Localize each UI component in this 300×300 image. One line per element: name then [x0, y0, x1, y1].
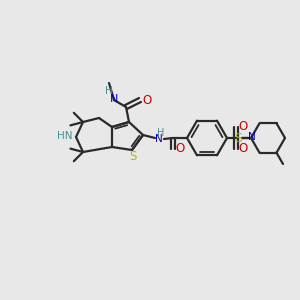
Text: N: N [110, 94, 118, 104]
Text: O: O [238, 121, 247, 134]
Text: N: N [155, 134, 163, 144]
Text: O: O [142, 94, 152, 106]
Text: S: S [234, 131, 242, 145]
Text: O: O [176, 142, 184, 154]
Text: H: H [157, 128, 165, 138]
Text: HN: HN [57, 131, 73, 141]
Text: S: S [129, 151, 137, 164]
Text: N: N [248, 132, 256, 142]
Text: O: O [238, 142, 247, 155]
Text: H: H [105, 86, 113, 96]
